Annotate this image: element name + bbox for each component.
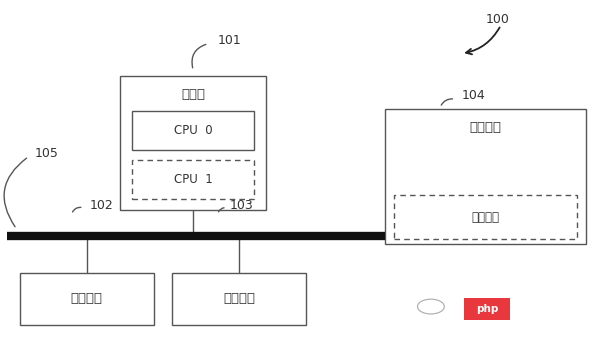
Bar: [394, 195, 577, 239]
Text: 104: 104: [461, 89, 485, 102]
Text: 100: 100: [486, 14, 510, 27]
Text: CPU  0: CPU 0: [174, 124, 212, 137]
Text: 内存单元: 内存单元: [470, 121, 502, 134]
Text: 105: 105: [35, 147, 59, 160]
Bar: [385, 109, 586, 244]
Bar: [120, 75, 266, 210]
Text: 程序代码: 程序代码: [472, 211, 500, 224]
Bar: [132, 160, 254, 199]
Text: 103: 103: [230, 199, 253, 212]
Text: 101: 101: [218, 34, 241, 47]
Bar: [132, 111, 254, 150]
Bar: [465, 298, 510, 320]
Text: 存储介质: 存储介质: [70, 292, 103, 305]
Text: 102: 102: [90, 199, 113, 212]
Text: 处理器: 处理器: [181, 88, 205, 101]
Bar: [172, 273, 306, 325]
Text: CPU  1: CPU 1: [174, 173, 212, 186]
Text: php: php: [476, 304, 498, 314]
Bar: [20, 273, 154, 325]
Text: 通信接口: 通信接口: [223, 292, 255, 305]
